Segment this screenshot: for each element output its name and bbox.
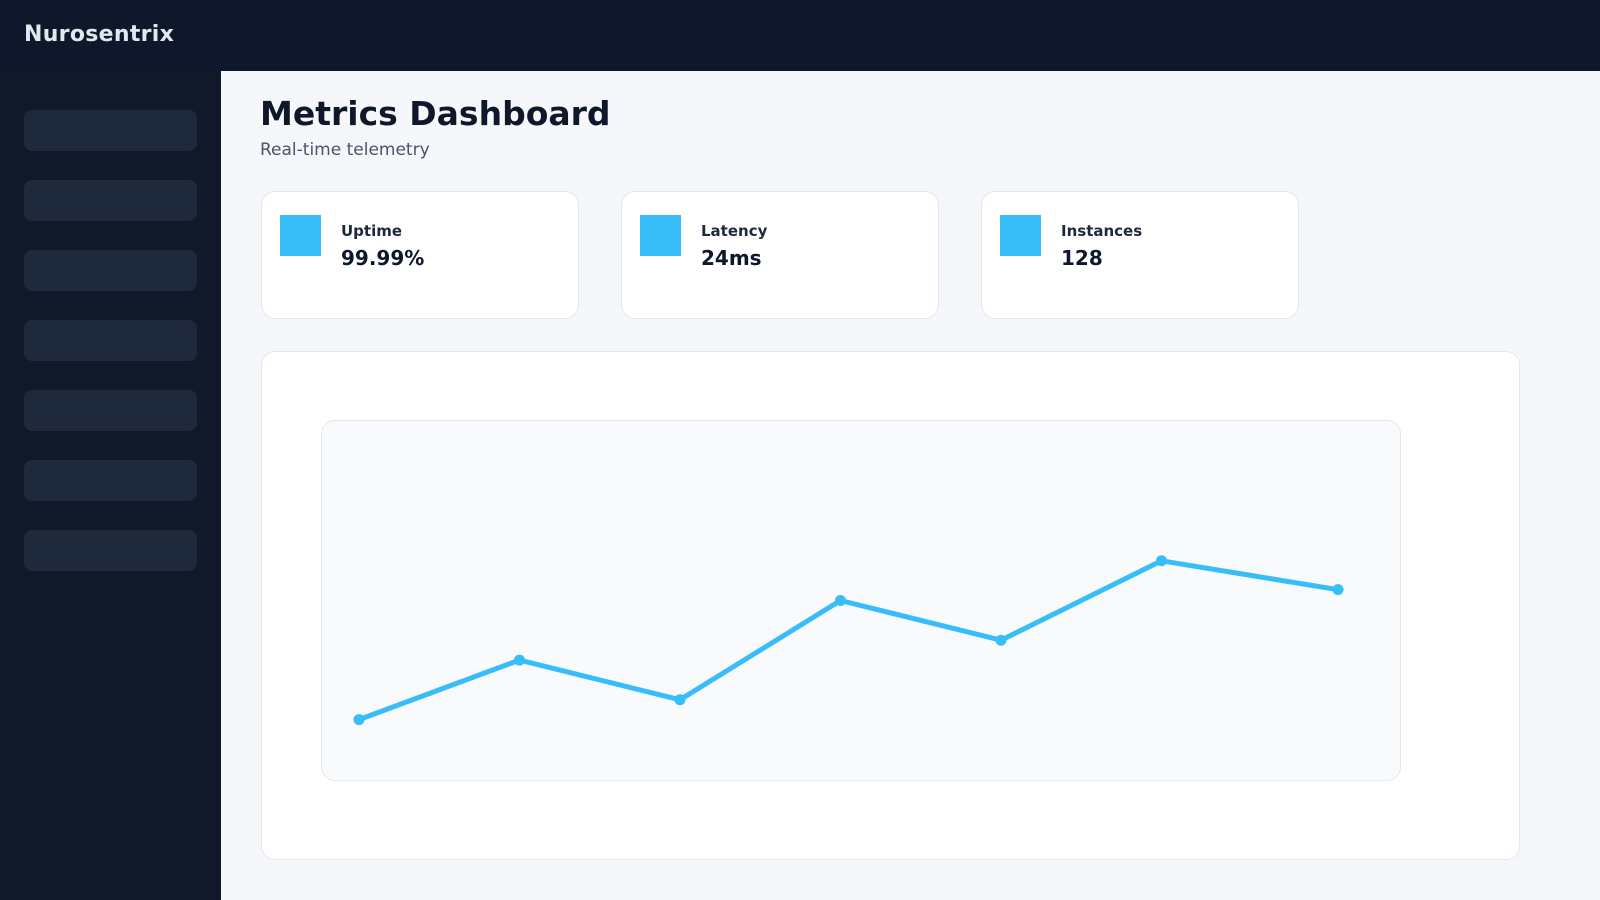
sidebar-item-7[interactable] <box>24 530 197 571</box>
sidebar-item-5[interactable] <box>24 390 197 431</box>
sidebar-item-4[interactable] <box>24 320 197 361</box>
sidebar-item-6[interactable] <box>24 460 197 501</box>
sidebar <box>0 71 221 900</box>
series-line <box>358 558 1339 722</box>
top-bar: Nurosentrix <box>0 0 1600 71</box>
stat-label: Uptime <box>341 222 403 240</box>
sidebar-item-2[interactable] <box>24 180 197 221</box>
sidebar-item-1[interactable] <box>24 110 197 151</box>
square-icon <box>280 215 321 256</box>
stat-card-latency: Latency 24ms <box>621 191 939 319</box>
page-subtitle: Real-time telemetry <box>260 140 430 160</box>
square-icon <box>640 215 681 256</box>
stat-label: Instances <box>1061 222 1143 240</box>
stat-card-instances: Instances 128 <box>981 191 1299 319</box>
stat-value: 24ms <box>701 246 762 270</box>
stat-value: 128 <box>1061 246 1103 270</box>
data-point <box>353 714 365 726</box>
stat-value: 99.99% <box>341 246 425 270</box>
stat-card-uptime: Uptime 99.99% <box>261 191 579 319</box>
data-point <box>995 634 1007 646</box>
data-point <box>1156 555 1167 567</box>
stat-label: Latency <box>701 222 768 240</box>
data-point <box>514 654 525 666</box>
data-point <box>835 595 846 606</box>
square-icon <box>1000 215 1041 256</box>
data-point <box>1332 584 1344 596</box>
chart-plot-area <box>321 420 1401 781</box>
data-point <box>674 694 686 706</box>
sidebar-item-3[interactable] <box>24 250 197 291</box>
page-title: Metrics Dashboard <box>260 94 611 133</box>
brand-name: Nurosentrix <box>24 22 175 47</box>
